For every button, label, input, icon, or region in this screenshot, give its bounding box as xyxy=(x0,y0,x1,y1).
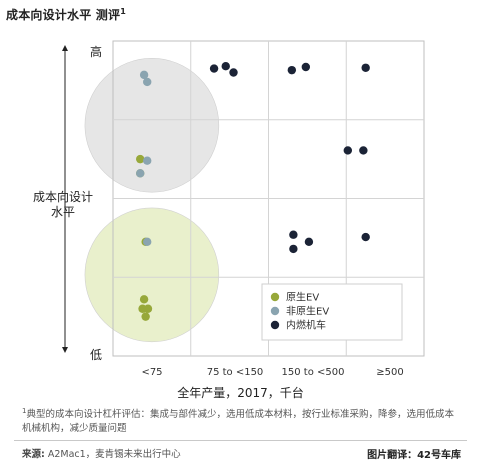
source-label: 来源: xyxy=(22,449,45,460)
footnote-marker: 1 xyxy=(22,407,27,415)
legend-marker xyxy=(270,306,280,316)
y-axis-label: 成本向设计水平 xyxy=(32,190,93,219)
data-point xyxy=(304,237,314,247)
divider xyxy=(14,440,467,441)
x-axis-label: 全年产量，2017，千台 xyxy=(177,386,304,400)
footnote: 1典型的成本向设计杠杆评估：集成与部件减少，选用低成本材料，按行业标准采购，降参… xyxy=(22,404,462,436)
data-point xyxy=(359,146,368,155)
x-tick-label: ≥500 xyxy=(376,367,404,378)
source-text: A2Mac1，麦肯锡未来出行中心 xyxy=(47,449,181,460)
legend-label: 内燃机车 xyxy=(286,319,326,332)
x-tick-label: 75 to <150 xyxy=(206,367,264,378)
data-point xyxy=(136,169,145,178)
chart-title-text: 成本向设计水平 测评 xyxy=(6,8,121,22)
data-point xyxy=(143,156,152,165)
data-point xyxy=(139,70,149,80)
grouping-circle-top xyxy=(84,58,220,193)
data-point xyxy=(221,61,230,71)
y-axis-high-label: 高 xyxy=(90,45,103,59)
data-point xyxy=(289,230,298,239)
translation-credit: 图片翻译：42号车库 xyxy=(367,450,461,461)
legend-label: 非原生EV xyxy=(286,305,329,318)
data-point xyxy=(361,232,370,242)
grouping-circle-bottom xyxy=(84,207,220,343)
data-point xyxy=(143,77,152,87)
data-point xyxy=(136,154,145,164)
data-point xyxy=(287,65,297,75)
data-point xyxy=(361,63,370,72)
data-point xyxy=(143,237,152,247)
x-tick-label: <75 xyxy=(141,367,163,378)
data-point xyxy=(301,62,311,72)
data-point xyxy=(143,304,153,313)
y-axis-low-label: 低 xyxy=(90,348,103,362)
source: 来源: A2Mac1，麦肯锡未来出行中心 xyxy=(22,446,181,460)
legend-marker xyxy=(270,292,280,302)
footnote-text: 典型的成本向设计杠杆评估：集成与部件减少，选用低成本材料，按行业标准采购，降参，… xyxy=(22,409,454,435)
data-point xyxy=(229,68,238,77)
legend-label: 原生EV xyxy=(286,291,319,304)
legend-box xyxy=(261,283,403,341)
data-point xyxy=(343,146,353,155)
x-tick-label: 150 to <500 xyxy=(281,367,345,378)
data-point xyxy=(209,64,219,73)
data-point xyxy=(139,295,149,304)
legend-marker xyxy=(270,320,280,330)
data-point xyxy=(289,244,298,254)
chart-title: 成本向设计水平 测评1 xyxy=(6,6,126,23)
title-footnote-marker: 1 xyxy=(120,7,126,16)
data-point xyxy=(141,312,150,321)
